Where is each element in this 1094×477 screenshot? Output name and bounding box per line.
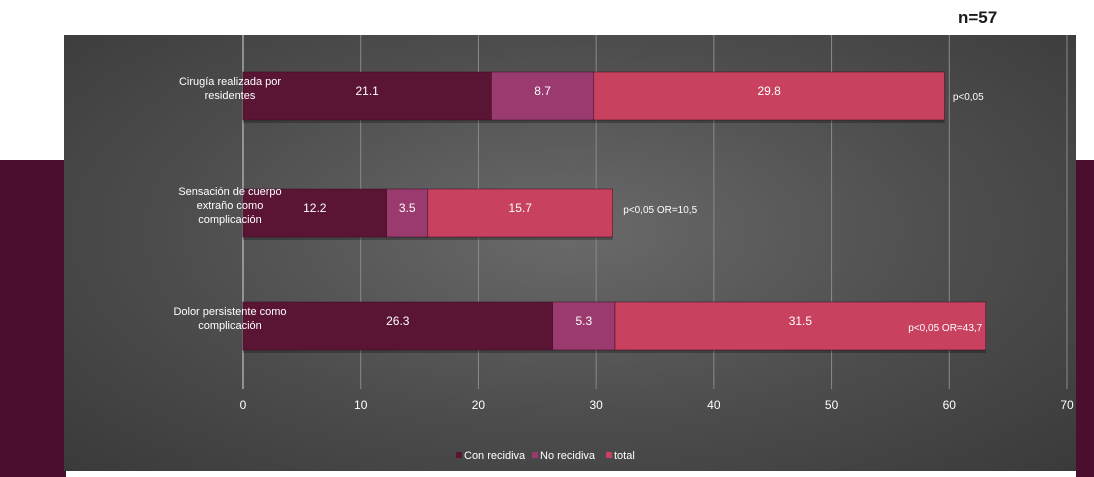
x-tick-label: 40 bbox=[707, 398, 721, 412]
bar-shadow-2 bbox=[243, 350, 986, 353]
bar-no-recidiva-2 bbox=[552, 301, 616, 351]
data-label: 26.3 bbox=[386, 314, 410, 328]
stacked-bar-chart: 0 10 20 30 40 50 60 70 21.1 8.7 29.8 Cirugía realiz… bbox=[173, 35, 1074, 462]
category-label: Sensación de cuerpo bbox=[178, 186, 281, 198]
bar-no-recidiva-0 bbox=[491, 71, 595, 121]
legend-swatch bbox=[606, 452, 612, 458]
bar-total-1 bbox=[427, 188, 613, 238]
chart-panel: 0 10 20 30 40 50 60 70 21.1 8.7 29.8 Cirugía realiz… bbox=[64, 35, 1076, 471]
x-tick-label: 20 bbox=[472, 398, 486, 412]
bar-shadow-1 bbox=[243, 237, 613, 240]
category-label: Dolor persistente como bbox=[173, 306, 286, 318]
data-label: 21.1 bbox=[356, 84, 380, 98]
legend-swatch bbox=[532, 452, 538, 458]
x-tick-label: 30 bbox=[589, 398, 603, 412]
category-label: complicación bbox=[198, 214, 262, 226]
significance-annotation: p<0,05 bbox=[953, 92, 984, 103]
category-label: Cirugía realizada por bbox=[179, 76, 281, 88]
bar-total-0 bbox=[593, 71, 945, 121]
data-label: 15.7 bbox=[509, 201, 533, 215]
data-label: 12.2 bbox=[303, 201, 327, 215]
data-label: 29.8 bbox=[758, 84, 782, 98]
data-label: 3.5 bbox=[399, 201, 416, 215]
sample-size-label: n=57 bbox=[958, 8, 998, 27]
x-tick-label: 0 bbox=[240, 398, 247, 412]
bar-con-recidiva-0 bbox=[242, 71, 492, 121]
legend-swatch bbox=[456, 452, 462, 458]
left-decorative-band bbox=[0, 160, 66, 477]
right-decorative-band bbox=[1076, 160, 1094, 477]
legend-label: total bbox=[614, 450, 635, 462]
significance-annotation: p<0,05 OR=43,7 bbox=[908, 323, 982, 334]
legend-label: No recidiva bbox=[540, 450, 596, 462]
data-label: 8.7 bbox=[534, 84, 551, 98]
x-tick-label: 70 bbox=[1060, 398, 1074, 412]
category-label: extraño como bbox=[197, 200, 264, 212]
x-tick-label: 10 bbox=[354, 398, 368, 412]
data-label: 31.5 bbox=[789, 314, 813, 328]
legend-label: Con recidiva bbox=[464, 450, 526, 462]
x-tick-label: 50 bbox=[825, 398, 839, 412]
bar-shadow-0 bbox=[243, 120, 945, 123]
x-tick-label: 60 bbox=[943, 398, 957, 412]
category-label: complicación bbox=[198, 320, 262, 332]
bar-con-recidiva-2 bbox=[242, 301, 553, 351]
bar-total-2 bbox=[614, 301, 987, 351]
significance-annotation: p<0,05 OR=10,5 bbox=[623, 205, 697, 216]
data-label: 5.3 bbox=[575, 314, 592, 328]
category-label: residentes bbox=[205, 90, 256, 102]
